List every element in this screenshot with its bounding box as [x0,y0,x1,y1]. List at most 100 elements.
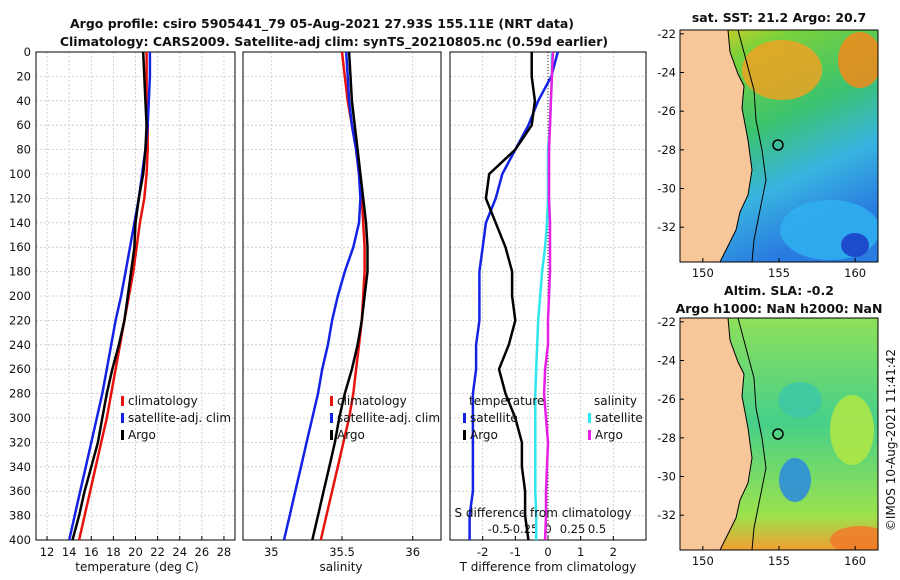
y-tick-label: 220 [9,313,31,327]
sst-argo-position-marker [772,139,784,151]
series-temperature-satellite [468,51,560,540]
x-tick-label: 26 [195,545,210,559]
y-tick-label: 0 [24,45,31,59]
sla-low-patch [779,458,811,502]
sla-map-subtitle: Argo h1000: NaN h2000: NaN [676,301,883,316]
legend-label-argo: Argo [470,428,498,442]
legend-swatch-argo [330,430,333,440]
legend-swatch-argo [463,430,466,440]
series-temperature-argo [484,52,537,541]
legend-swatch-satellite [121,413,124,423]
map-y-tick-label: -24 [657,66,676,80]
legend-title-salinity: salinity [594,394,637,408]
figure-title-line2: Climatology: CARS2009. Satellite-adj cli… [60,34,608,50]
map-x-tick-label: 155 [768,554,790,568]
map-y-tick-label: -32 [657,508,676,522]
sst-land [680,30,753,262]
y-tick-label: 240 [9,338,31,352]
x-tick-label: 35 [264,545,279,559]
salinity-legend: climatology satellite-adj. clim Argo [330,394,440,442]
x-tick-label: 12 [40,545,55,559]
sla-argo-position-marker [772,428,784,440]
sst-map-ticks: 150 155 160 -22 -24 -26 -28 -30 -32 [657,27,866,280]
map-x-tick-label: 160 [844,266,866,280]
y-tick-label: 340 [9,460,31,474]
legend-swatch-argo [588,430,591,440]
sst-map [680,30,878,262]
figure-title-line1: Argo profile: csiro 5905441_79 05-Aug-20… [70,16,574,32]
legend-label-climatology: climatology [128,394,198,408]
difference-temperature-legend: temperature satellite Argo [463,394,544,442]
series-argo [71,51,148,541]
legend-swatch-satellite [463,413,466,423]
legend-label-satellite: satellite [470,411,518,425]
x-tick-label: 0 [544,545,551,559]
y-tick-label: 40 [16,94,31,108]
map-y-tick-label: -32 [657,220,676,234]
legend-swatch-climatology [121,396,124,406]
difference-top-xlabel: S difference from climatology [455,506,632,520]
sla-land [680,318,753,550]
y-tick-label: 20 [16,69,31,83]
map-x-tick-label: 155 [768,266,790,280]
legend-label-climatology: climatology [337,394,407,408]
s-diff-tick-label: -0.5 [488,522,510,536]
series-argo [311,51,369,541]
map-x-tick-label: 160 [844,554,866,568]
imos-timestamp: ©IMOS 10-Aug-2021 11:41:42 [884,349,898,531]
map-y-tick-label: -28 [657,143,676,157]
legend-label-satellite: satellite-adj. clim [128,411,231,425]
sst-warm-patch [742,40,822,100]
x-tick-label: 2 [610,545,617,559]
legend-swatch-climatology [330,396,333,406]
sst-cold-patch [841,233,869,257]
map-y-tick-label: -26 [657,104,676,118]
y-tick-label: 380 [9,509,31,523]
legend-swatch-argo [121,430,124,440]
y-tick-label: 100 [9,167,31,181]
legend-swatch-satellite [330,413,333,423]
s-diff-tick-label: 0.25 [560,522,586,536]
series-satellite-adj-clim [282,51,362,541]
map-y-tick-label: -24 [657,354,676,368]
sla-isobath-line [737,318,767,550]
salinity-xlabel: salinity [319,560,362,574]
y-tick-label: 140 [9,216,31,230]
y-tick-label: 280 [9,387,31,401]
legend-title-temperature: temperature [469,394,544,408]
s-diff-tick-label: -0.25 [509,522,539,536]
y-tick-label: 180 [9,265,31,279]
x-tick-label: -2 [477,545,488,559]
map-y-tick-label: -22 [657,27,676,41]
legend-swatch-satellite [588,413,591,423]
y-tick-label: 120 [9,191,31,205]
legend-label-argo: Argo [337,428,365,442]
x-tick-label: 28 [217,545,232,559]
salinity-profile-panel: 35 35.5 36 [242,51,442,559]
y-tick-label: 60 [16,118,31,132]
y-tick-label: 400 [9,533,31,547]
legend-label-satellite: satellite [595,411,643,425]
sst-map-title: sat. SST: 21.2 Argo: 20.7 [692,10,866,25]
x-tick-label: 24 [172,545,187,559]
temperature-legend: climatology satellite-adj. clim Argo [121,394,231,442]
y-tick-label: 160 [9,240,31,254]
map-x-tick-label: 150 [692,554,714,568]
x-tick-label: 18 [106,545,121,559]
x-tick-label: 35.5 [329,545,355,559]
s-diff-tick-label: 0 [544,522,551,536]
difference-profile-panel: -2 -1 0 1 2 -0.5-0.25 0 0.25 0.5 [449,51,647,559]
sla-map [680,318,878,550]
y-tick-label: 360 [9,484,31,498]
sla-low-patch [778,382,822,418]
map-x-tick-label: 150 [692,266,714,280]
series-salinity-argo [542,51,555,541]
x-tick-label: 20 [128,545,143,559]
legend-label-satellite: satellite-adj. clim [337,411,440,425]
sla-high-patch [830,395,874,465]
y-tick-label: 80 [16,143,31,157]
sla-high-patch [830,526,878,550]
x-tick-label: 22 [150,545,165,559]
plot-frame [35,51,236,541]
